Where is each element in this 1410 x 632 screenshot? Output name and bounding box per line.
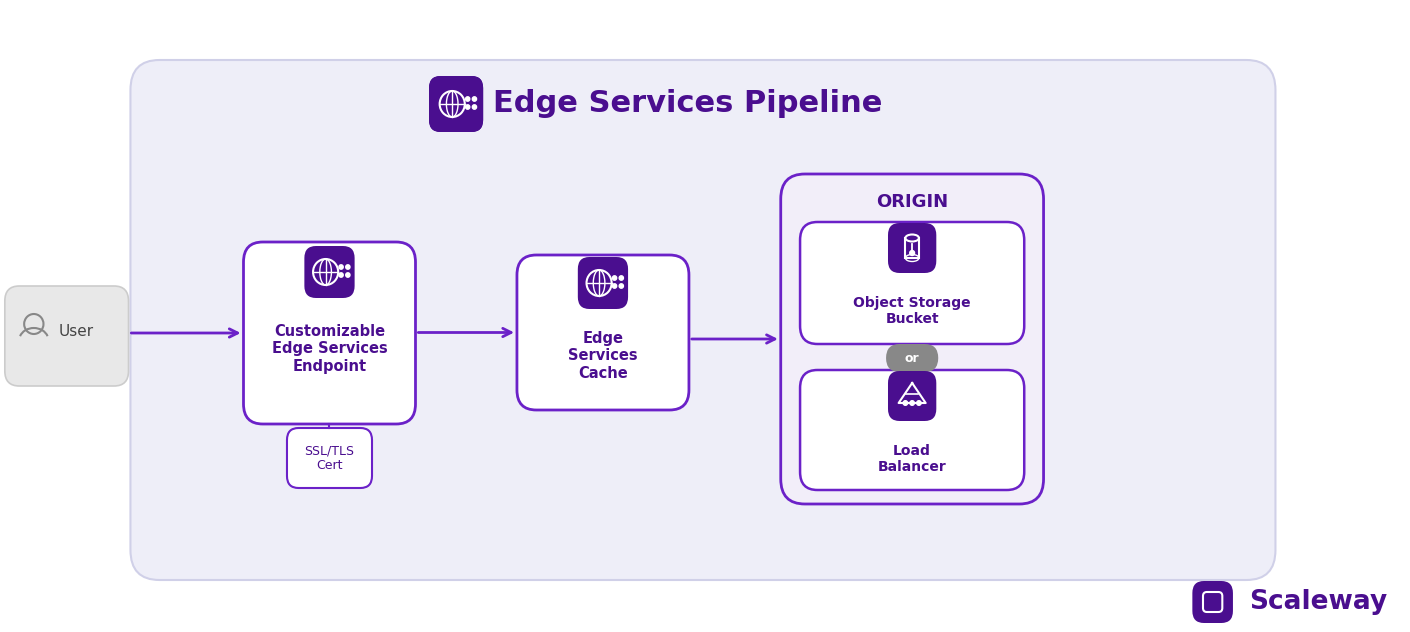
Bar — [905, 238, 919, 258]
FancyBboxPatch shape — [517, 255, 689, 410]
FancyBboxPatch shape — [429, 76, 484, 132]
Circle shape — [612, 276, 616, 280]
Circle shape — [472, 97, 477, 101]
Circle shape — [916, 401, 921, 405]
FancyBboxPatch shape — [888, 371, 936, 421]
FancyBboxPatch shape — [244, 242, 416, 424]
Text: User: User — [59, 324, 94, 339]
Circle shape — [472, 105, 477, 109]
Text: Object Storage
Bucket: Object Storage Bucket — [853, 296, 971, 326]
FancyBboxPatch shape — [578, 257, 627, 309]
Text: ORIGIN: ORIGIN — [876, 193, 948, 211]
Circle shape — [465, 105, 470, 109]
Circle shape — [909, 401, 914, 405]
FancyBboxPatch shape — [799, 222, 1024, 344]
FancyBboxPatch shape — [131, 60, 1276, 580]
Text: or: or — [905, 351, 919, 365]
FancyBboxPatch shape — [781, 174, 1043, 504]
Circle shape — [619, 276, 623, 280]
Circle shape — [619, 284, 623, 288]
Text: Load
Balancer: Load Balancer — [878, 444, 946, 474]
Text: Scaleway: Scaleway — [1249, 589, 1387, 615]
Circle shape — [465, 97, 470, 101]
Text: Customizable
Edge Services
Endpoint: Customizable Edge Services Endpoint — [272, 324, 388, 374]
FancyBboxPatch shape — [1193, 581, 1232, 623]
Circle shape — [338, 265, 343, 269]
FancyBboxPatch shape — [799, 370, 1024, 490]
Text: Edge
Services
Cache: Edge Services Cache — [568, 331, 637, 381]
FancyBboxPatch shape — [885, 344, 938, 372]
Circle shape — [345, 265, 350, 269]
FancyBboxPatch shape — [4, 286, 128, 386]
FancyBboxPatch shape — [288, 428, 372, 488]
Circle shape — [345, 273, 350, 277]
Ellipse shape — [905, 234, 919, 241]
FancyBboxPatch shape — [888, 223, 936, 273]
Circle shape — [904, 401, 908, 405]
FancyBboxPatch shape — [305, 246, 355, 298]
Text: SSL/TLS
Cert: SSL/TLS Cert — [305, 444, 354, 472]
Circle shape — [338, 273, 343, 277]
FancyBboxPatch shape — [429, 76, 484, 132]
Text: Edge Services Pipeline: Edge Services Pipeline — [492, 90, 883, 119]
Circle shape — [612, 284, 616, 288]
Circle shape — [909, 250, 915, 255]
